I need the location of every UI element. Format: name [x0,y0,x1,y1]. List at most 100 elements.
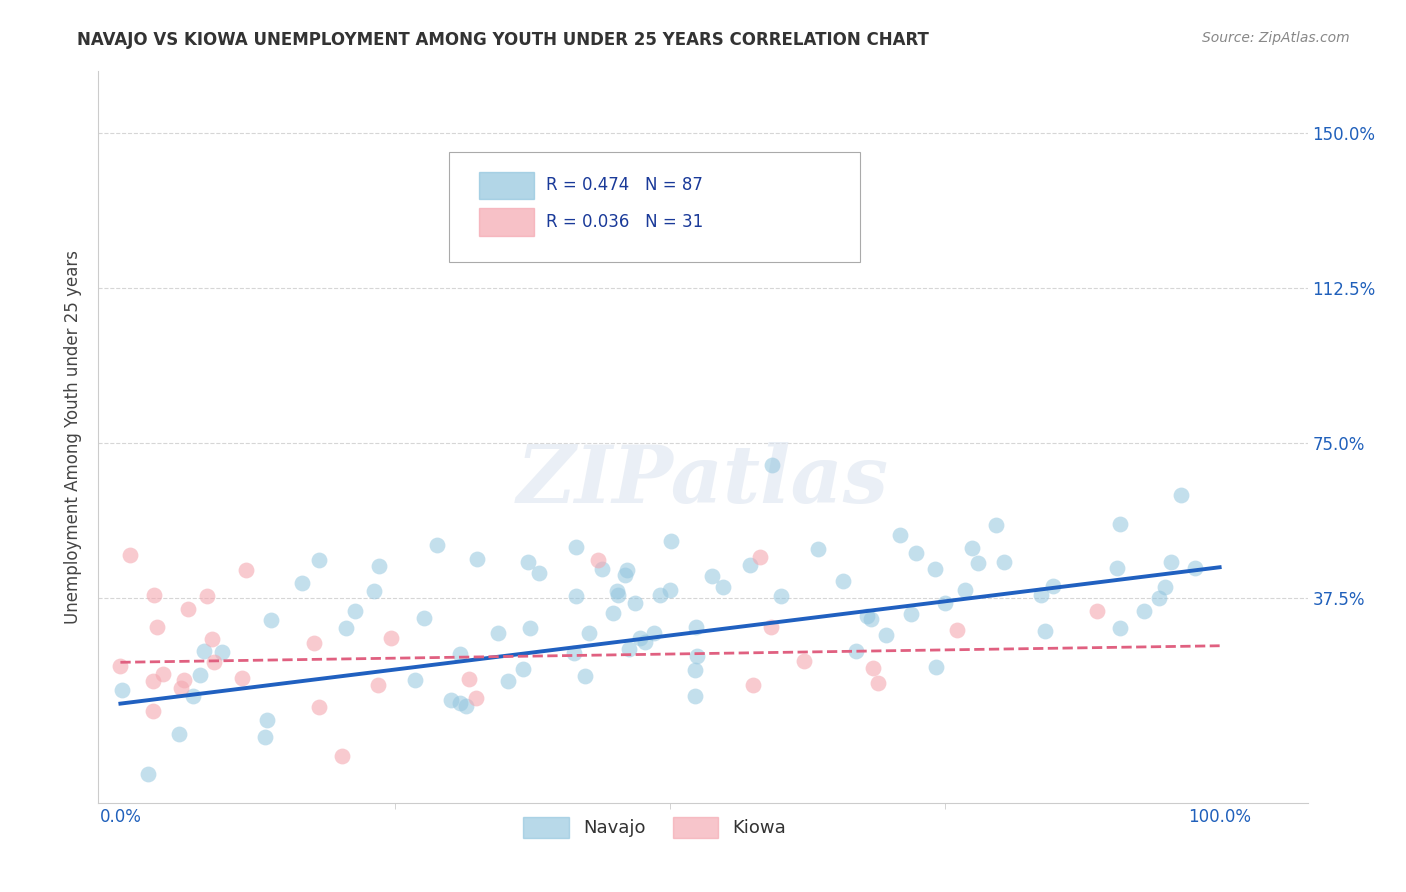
Point [440,692,463,706]
Point [1184,561,1206,575]
Point [519,621,541,635]
Point [614,567,637,582]
Point [367,678,389,692]
Point [304,636,326,650]
Point [173,673,195,688]
Point [862,661,884,675]
Point [256,713,278,727]
Point [465,690,488,705]
Point [181,689,204,703]
Point [454,698,477,713]
Point [960,541,983,555]
Point [142,674,165,689]
Point [904,546,927,560]
Point [578,626,600,640]
Point [565,541,588,555]
Point [152,666,174,681]
Point [167,727,190,741]
Point [211,645,233,659]
Point [845,644,868,658]
Point [136,767,159,781]
Point [856,609,879,624]
Point [426,538,449,552]
Point [405,673,427,688]
Point [966,556,988,570]
Point [868,676,890,690]
Point [1109,621,1132,635]
Point [1105,561,1128,575]
Point [1170,487,1192,501]
Point [343,604,366,618]
Point [1160,556,1182,570]
Point [1133,604,1156,618]
Point [683,663,706,677]
Point [380,632,402,646]
Point [683,689,706,703]
Point [1035,624,1057,638]
Point [616,563,638,577]
Point [1153,580,1175,594]
Text: R = 0.036   N = 31: R = 0.036 N = 31 [546,213,703,231]
FancyBboxPatch shape [479,208,534,235]
Point [702,569,724,583]
Point [142,588,165,602]
Point [685,620,707,634]
Point [260,613,283,627]
Point [628,632,651,646]
Point [659,533,682,548]
FancyBboxPatch shape [479,171,534,200]
Point [120,548,142,562]
Point [565,589,588,603]
Point [201,632,224,647]
Point [588,552,610,566]
Point [512,662,534,676]
Point [769,589,792,603]
Point [291,576,314,591]
Point [634,634,657,648]
Point [643,626,665,640]
Text: NAVAJO VS KIOWA UNEMPLOYMENT AMONG YOUTH UNDER 25 YEARS CORRELATION CHART: NAVAJO VS KIOWA UNEMPLOYMENT AMONG YOUTH… [77,31,929,49]
Point [955,583,977,598]
Text: R = 0.474   N = 87: R = 0.474 N = 87 [546,177,703,194]
Point [623,596,645,610]
Point [486,626,509,640]
Point [1108,516,1130,531]
Point [749,549,772,564]
Point [170,681,193,696]
Point [335,621,357,635]
Point [498,674,520,689]
Point [607,588,630,602]
Point [111,683,134,698]
Point [711,580,734,594]
Point [308,552,330,566]
Point [741,678,763,692]
Point [110,659,132,673]
Point [574,669,596,683]
Point [146,620,169,634]
Point [793,654,815,668]
Point [1042,579,1064,593]
FancyBboxPatch shape [449,152,860,261]
Y-axis label: Unemployment Among Youth under 25 years: Unemployment Among Youth under 25 years [65,250,83,624]
Point [231,671,253,685]
Point [449,647,471,661]
Point [761,620,783,634]
Point [934,596,956,610]
Point [900,607,922,622]
Point [889,528,911,542]
Point [516,555,538,569]
Point [142,704,165,718]
Point [925,660,948,674]
Point [367,559,389,574]
Point [195,589,218,603]
Point [449,696,471,710]
Point [993,556,1015,570]
Point [188,668,211,682]
Point [465,551,488,566]
Point [648,588,671,602]
Point [412,611,434,625]
Point [984,517,1007,532]
Text: Source: ZipAtlas.com: Source: ZipAtlas.com [1202,31,1350,45]
Legend: Navajo, Kiowa: Navajo, Kiowa [516,810,793,845]
Point [658,582,681,597]
